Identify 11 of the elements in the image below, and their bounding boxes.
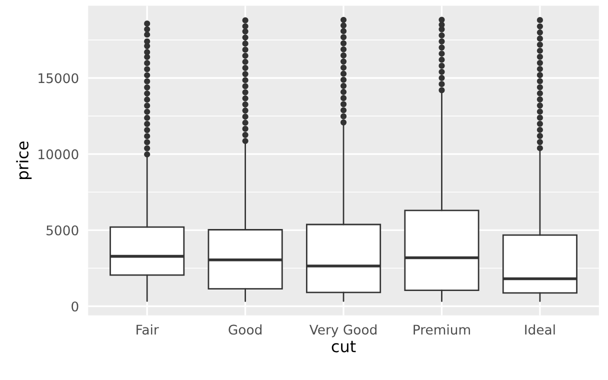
y-tick-label: 5000 bbox=[46, 225, 78, 236]
x-axis-title: cut bbox=[332, 340, 356, 352]
x-tick-label: Premium bbox=[414, 324, 470, 335]
y-tick-label: 15000 bbox=[38, 73, 78, 84]
y-tick-label: 0 bbox=[72, 301, 78, 312]
y-axis-title: price bbox=[16, 142, 32, 179]
x-tick-label: Ideal bbox=[525, 324, 555, 335]
x-tick-label: Fair bbox=[136, 324, 159, 335]
x-tick-label: Very Good bbox=[309, 324, 376, 338]
y-tick-label: 10000 bbox=[38, 149, 78, 160]
x-tick-label: Good bbox=[228, 324, 262, 335]
